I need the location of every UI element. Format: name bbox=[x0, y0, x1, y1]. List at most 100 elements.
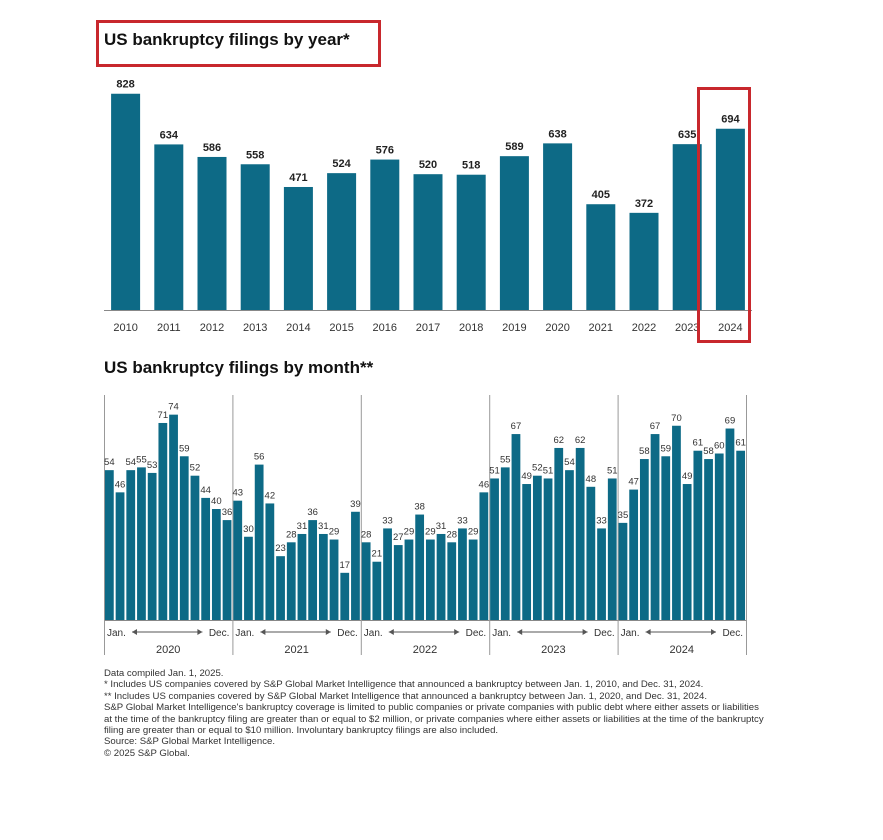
data-label-2020-12: 36 bbox=[222, 507, 233, 518]
bar-2017 bbox=[413, 174, 443, 310]
data-label-2024-5: 59 bbox=[660, 443, 671, 454]
bar-2014 bbox=[283, 186, 313, 310]
bar-2023 bbox=[672, 144, 702, 310]
bar-2022-9 bbox=[447, 542, 457, 620]
bar-2010 bbox=[111, 93, 141, 310]
month-end-label-2021: Dec. bbox=[337, 628, 358, 639]
bar-2020-1 bbox=[104, 470, 114, 620]
month-end-label-2024: Dec. bbox=[722, 628, 743, 639]
bar-2016 bbox=[370, 159, 400, 310]
bar-2024-4 bbox=[650, 434, 660, 620]
bar-2022-6 bbox=[415, 514, 425, 620]
data-label-2023-5: 52 bbox=[532, 463, 543, 474]
data-label-2021-6: 28 bbox=[286, 529, 297, 540]
x-tick-label-2015: 2015 bbox=[329, 322, 353, 334]
bar-2020-11 bbox=[211, 509, 221, 620]
data-label-2022-5: 29 bbox=[404, 527, 415, 538]
bar-2022-7 bbox=[425, 539, 435, 620]
bar-2020 bbox=[543, 143, 573, 310]
bar-2024-highlight-box bbox=[697, 87, 751, 343]
bar-2020-8 bbox=[179, 456, 189, 620]
data-label-2022-11: 29 bbox=[468, 527, 479, 538]
arrow-left-icon bbox=[388, 629, 394, 635]
data-label-2022-4: 27 bbox=[393, 532, 404, 543]
bar-2021-11 bbox=[340, 572, 350, 620]
bar-2021-10 bbox=[329, 539, 339, 620]
bar-2024-1 bbox=[618, 522, 628, 620]
monthly-chart-title: US bankruptcy filings by month** bbox=[104, 358, 374, 377]
bar-2023-2 bbox=[500, 467, 510, 620]
bar-2024-5 bbox=[661, 456, 671, 620]
bar-2022-5 bbox=[404, 539, 414, 620]
bar-2012 bbox=[197, 156, 227, 310]
bar-2023-1 bbox=[490, 478, 499, 620]
data-label-2023-3: 67 bbox=[511, 421, 522, 432]
data-label-2022-8: 31 bbox=[436, 521, 447, 532]
data-label-2021: 405 bbox=[592, 189, 610, 201]
month-end-label-2022: Dec. bbox=[466, 628, 487, 639]
bar-2023-9 bbox=[575, 447, 585, 620]
bar-2022-4 bbox=[393, 545, 403, 620]
data-label-2024-8: 61 bbox=[693, 438, 704, 449]
data-label-2017: 520 bbox=[419, 159, 437, 171]
bar-2024-8 bbox=[693, 450, 703, 620]
bar-2024-10 bbox=[714, 453, 724, 620]
data-label-2023-4: 49 bbox=[521, 471, 532, 482]
bar-2021-12 bbox=[351, 511, 360, 620]
year-label-2023: 2023 bbox=[541, 644, 565, 656]
bar-2023-8 bbox=[565, 470, 574, 620]
data-label-2023-8: 54 bbox=[564, 457, 575, 468]
data-label-2020-4: 55 bbox=[136, 454, 147, 465]
note-copyright: © 2025 S&P Global. bbox=[104, 747, 190, 759]
x-tick-label-2021: 2021 bbox=[589, 322, 613, 334]
note-monthly-footnote: ** Includes US companies covered by S&P … bbox=[104, 690, 708, 702]
month-start-label-2020: Jan. bbox=[107, 628, 126, 639]
bar-2020-7 bbox=[169, 414, 178, 620]
bar-2024 bbox=[715, 128, 745, 310]
data-label-2022-12: 46 bbox=[479, 479, 490, 490]
bar-2020-3 bbox=[126, 470, 136, 620]
data-label-2020-6: 71 bbox=[158, 410, 169, 421]
x-tick-label-2016: 2016 bbox=[373, 322, 397, 334]
data-label-2021-12: 39 bbox=[350, 499, 361, 510]
data-label-2024-4: 67 bbox=[650, 421, 661, 432]
data-label-2024-11: 69 bbox=[725, 416, 736, 427]
data-label-2021-10: 29 bbox=[329, 527, 340, 538]
x-tick-label-2018: 2018 bbox=[459, 322, 483, 334]
bar-2021-7 bbox=[297, 533, 307, 620]
bar-2022-10 bbox=[458, 528, 467, 620]
bar-2021-9 bbox=[318, 533, 328, 620]
bar-2024-3 bbox=[639, 459, 649, 620]
x-tick-label-2017: 2017 bbox=[416, 322, 440, 334]
bar-2021-5 bbox=[276, 556, 285, 620]
arrow-left-icon bbox=[645, 629, 651, 635]
bar-2020-5 bbox=[147, 472, 157, 620]
note-coverage: S&P Global Market Intelligence's bankrup… bbox=[104, 702, 764, 737]
year-label-2024: 2024 bbox=[670, 644, 694, 656]
bar-2023-11 bbox=[597, 528, 606, 620]
bar-2024-12 bbox=[736, 450, 746, 620]
data-label-2021-3: 56 bbox=[254, 452, 265, 463]
chart-notes: Data compiled Jan. 1, 2025. * Includes U… bbox=[104, 668, 764, 759]
data-label-2023-10: 48 bbox=[586, 474, 597, 485]
yearly-bar-chart: 828 2010 634 2011 586 2012 558 2013 471 2014 524 20… bbox=[104, 79, 752, 334]
bar-2024-11 bbox=[725, 428, 735, 620]
arrow-right-icon bbox=[454, 629, 460, 635]
arrow-right-icon bbox=[325, 629, 331, 635]
data-label-2020-11: 40 bbox=[211, 496, 222, 507]
data-label-2019: 589 bbox=[505, 141, 523, 153]
data-label-2023-9: 62 bbox=[575, 435, 586, 446]
bar-2021-1 bbox=[233, 500, 243, 620]
data-label-2023-1: 51 bbox=[489, 465, 500, 476]
bar-2022-11 bbox=[468, 539, 478, 620]
x-tick-label-2011: 2011 bbox=[157, 322, 181, 334]
x-tick-label-2019: 2019 bbox=[502, 322, 526, 334]
data-label-2022-10: 33 bbox=[457, 515, 468, 526]
data-label-2020-7: 74 bbox=[168, 402, 179, 413]
bar-2018 bbox=[456, 174, 486, 310]
bar-2021-8 bbox=[308, 520, 318, 620]
data-label-2023: 635 bbox=[678, 129, 696, 141]
bar-2021-2 bbox=[244, 536, 253, 620]
data-label-2021-5: 23 bbox=[275, 543, 286, 554]
bar-2023-7 bbox=[554, 447, 564, 620]
